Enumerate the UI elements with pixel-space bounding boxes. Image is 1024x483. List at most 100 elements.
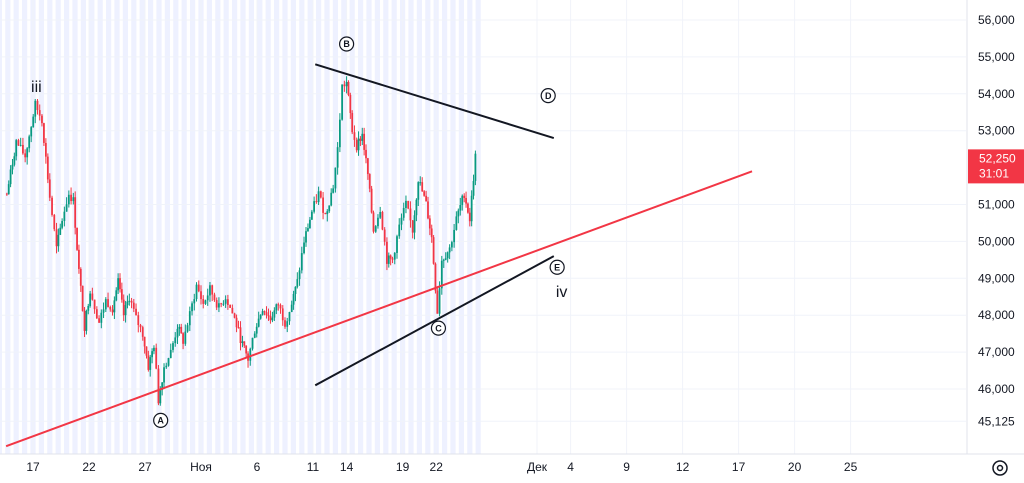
candle [267, 308, 270, 321]
session-band [442, 0, 448, 454]
session-band [114, 0, 120, 454]
candle [107, 292, 109, 308]
candle-body [176, 328, 179, 338]
candle [468, 207, 471, 227]
candle-body [135, 308, 137, 316]
candle-body [211, 285, 214, 295]
candle-body [357, 138, 360, 151]
time-tick-label: Дек [527, 460, 548, 474]
candle-body [61, 220, 64, 228]
candle-body [70, 194, 72, 202]
candle [446, 251, 449, 263]
candle [425, 190, 428, 202]
candle-body [206, 295, 209, 301]
session-band [332, 0, 338, 454]
candle [89, 290, 92, 308]
price-axis[interactable]: 56,000 55,000 54,000 53,000 51,000 50,000 49,0… [978, 13, 1015, 428]
candle [74, 191, 77, 235]
session-band [139, 0, 145, 454]
candle-body [224, 299, 227, 304]
trendline-2[interactable] [314, 255, 555, 387]
time-axis[interactable]: 17 22 27 Ноя 6 11 14 19 22 Дек 4 9 12 17 20 25 [26, 460, 857, 474]
session-band [475, 0, 481, 454]
candle [224, 295, 227, 308]
session-band [5, 0, 11, 454]
candle-body [167, 358, 170, 366]
session-band [64, 0, 70, 454]
candle [383, 227, 386, 246]
candle-body [393, 252, 396, 260]
grid [0, 0, 966, 454]
candle [400, 213, 403, 231]
candle [174, 332, 177, 347]
candle-body [450, 242, 453, 248]
candle-body [102, 309, 105, 313]
trendline-3[interactable] [5, 170, 753, 448]
candle-body [407, 200, 410, 209]
trendlines[interactable] [5, 63, 753, 448]
candle-body [128, 300, 131, 302]
candle-body [286, 321, 289, 327]
session-band [299, 0, 305, 454]
session-band [223, 0, 229, 454]
candle-body [122, 299, 125, 316]
candle-body [468, 212, 471, 222]
candle [359, 136, 362, 147]
candle [271, 311, 274, 323]
candle [296, 272, 299, 289]
candle-body [124, 305, 127, 316]
candle-body [30, 127, 33, 137]
candle [197, 280, 200, 293]
candle [421, 177, 424, 192]
candle-body [139, 325, 142, 328]
candle-body [383, 229, 386, 242]
candle [48, 173, 51, 202]
candle [349, 92, 352, 119]
candle [167, 357, 170, 367]
candle-body [159, 389, 162, 404]
candle [265, 306, 268, 319]
candle-body [417, 182, 420, 200]
candle [324, 212, 327, 215]
price-tick-label: 48,000 [978, 308, 1015, 322]
session-band [316, 0, 322, 454]
candle [17, 138, 20, 146]
candle-body [51, 197, 53, 215]
candle [200, 285, 202, 305]
candle-body [161, 382, 164, 390]
candle-body [93, 299, 96, 310]
candle-body [143, 336, 146, 347]
trendline-1[interactable] [314, 63, 555, 140]
candle-body [428, 218, 431, 229]
candle-body [119, 278, 121, 290]
candle-body [13, 156, 16, 165]
candle [215, 297, 218, 311]
price-tick-label: 54,000 [978, 87, 1015, 101]
candle [393, 252, 396, 265]
candle-body [313, 201, 316, 212]
time-tick-label: 25 [844, 460, 858, 474]
candle [30, 126, 33, 143]
wave-label-iii: iii [31, 79, 42, 96]
candle-body [409, 208, 412, 221]
candle [43, 122, 45, 146]
candle-body [273, 310, 276, 318]
candle-body [172, 343, 174, 350]
candle [279, 303, 282, 314]
candle [169, 343, 172, 359]
candle-body [421, 182, 424, 192]
candle-body [59, 227, 62, 235]
price-tick-label: 56,000 [978, 13, 1015, 27]
candle [102, 302, 105, 319]
candle [294, 286, 297, 302]
candle [450, 240, 453, 252]
candle [284, 317, 286, 329]
candle-body [19, 144, 22, 146]
candle [347, 80, 350, 97]
settings-gear-icon[interactable] [992, 460, 1008, 476]
candle-body [9, 169, 12, 185]
candle-body [290, 304, 293, 313]
candle-body [239, 327, 242, 344]
